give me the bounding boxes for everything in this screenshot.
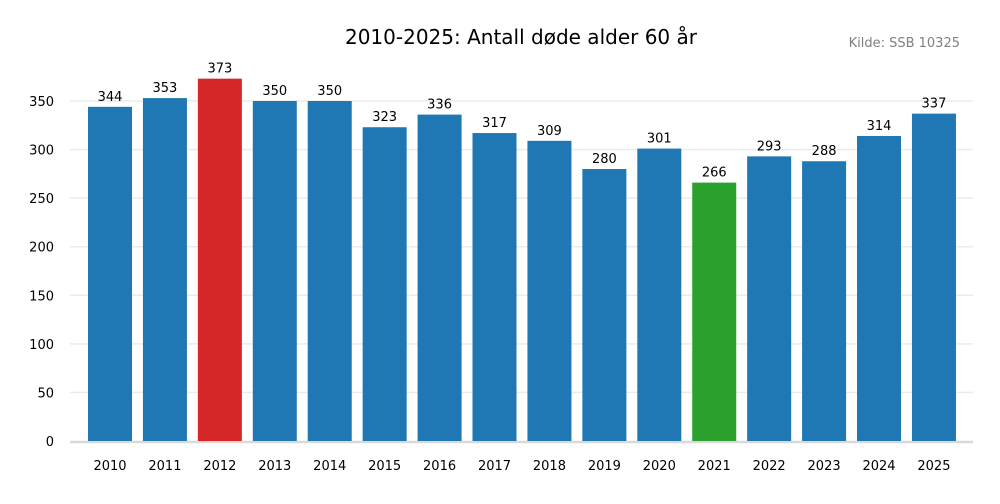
x-tick-label: 2012 (203, 459, 236, 474)
y-tick-label: 250 (29, 192, 54, 207)
bar-2019 (582, 169, 627, 441)
x-tick-label: 2021 (698, 459, 731, 474)
y-tick-label: 200 (29, 241, 54, 256)
bar-2010 (88, 106, 132, 441)
bar-2013 (252, 101, 297, 441)
bar-2017 (472, 133, 517, 442)
x-tick-label: 2025 (917, 459, 950, 474)
data-label: 288 (812, 144, 837, 159)
x-tick-label: 2010 (93, 459, 126, 474)
x-tick-label: 2013 (258, 459, 291, 474)
data-label: 336 (427, 98, 452, 113)
data-label: 293 (757, 139, 782, 154)
data-label: 350 (262, 84, 287, 99)
x-tick-label: 2024 (862, 459, 895, 474)
source-note: Kilde: SSB 10325 (849, 36, 960, 51)
x-tick-label: 2017 (478, 459, 511, 474)
data-label: 314 (867, 119, 892, 134)
y-tick-label: 50 (37, 386, 54, 401)
data-label: 344 (98, 90, 123, 105)
bar-2020 (637, 148, 682, 441)
data-label: 301 (647, 132, 672, 147)
data-label: 337 (922, 97, 947, 112)
x-tick-label: 2011 (148, 459, 181, 474)
bar-2024 (857, 135, 902, 441)
bar-2016 (417, 114, 462, 441)
data-label: 309 (537, 124, 562, 139)
bar-2011 (142, 98, 187, 441)
x-tick-label: 2020 (643, 459, 676, 474)
data-label: 266 (702, 166, 727, 181)
x-tick-label: 2019 (588, 459, 621, 474)
y-tick-label: 150 (29, 289, 54, 304)
y-tick-label: 300 (29, 144, 54, 159)
x-tick-label: 2022 (753, 459, 786, 474)
bar-2021 (692, 182, 737, 441)
bar-2022 (747, 156, 792, 441)
x-tick-label: 2014 (313, 459, 346, 474)
bar-2012 (197, 78, 242, 442)
bar-2025 (911, 113, 956, 441)
y-tick-label: 0 (46, 435, 54, 450)
chart-title: 2010-2025: Antall døde alder 60 år (345, 25, 698, 49)
data-label: 353 (153, 81, 178, 96)
data-label: 280 (592, 152, 617, 167)
bar-2023 (802, 161, 847, 441)
x-tick-label: 2016 (423, 459, 456, 474)
x-tick-label: 2015 (368, 459, 401, 474)
data-label: 323 (372, 110, 397, 125)
data-label: 373 (207, 62, 232, 77)
x-tick-label: 2018 (533, 459, 566, 474)
y-tick-label: 350 (29, 95, 54, 110)
x-tick-label: 2023 (808, 459, 841, 474)
data-label: 350 (317, 84, 342, 99)
bar-2015 (362, 127, 407, 441)
bar-2018 (527, 140, 572, 442)
data-label: 317 (482, 116, 507, 131)
y-tick-label: 100 (29, 338, 54, 353)
bar-2014 (307, 101, 352, 441)
